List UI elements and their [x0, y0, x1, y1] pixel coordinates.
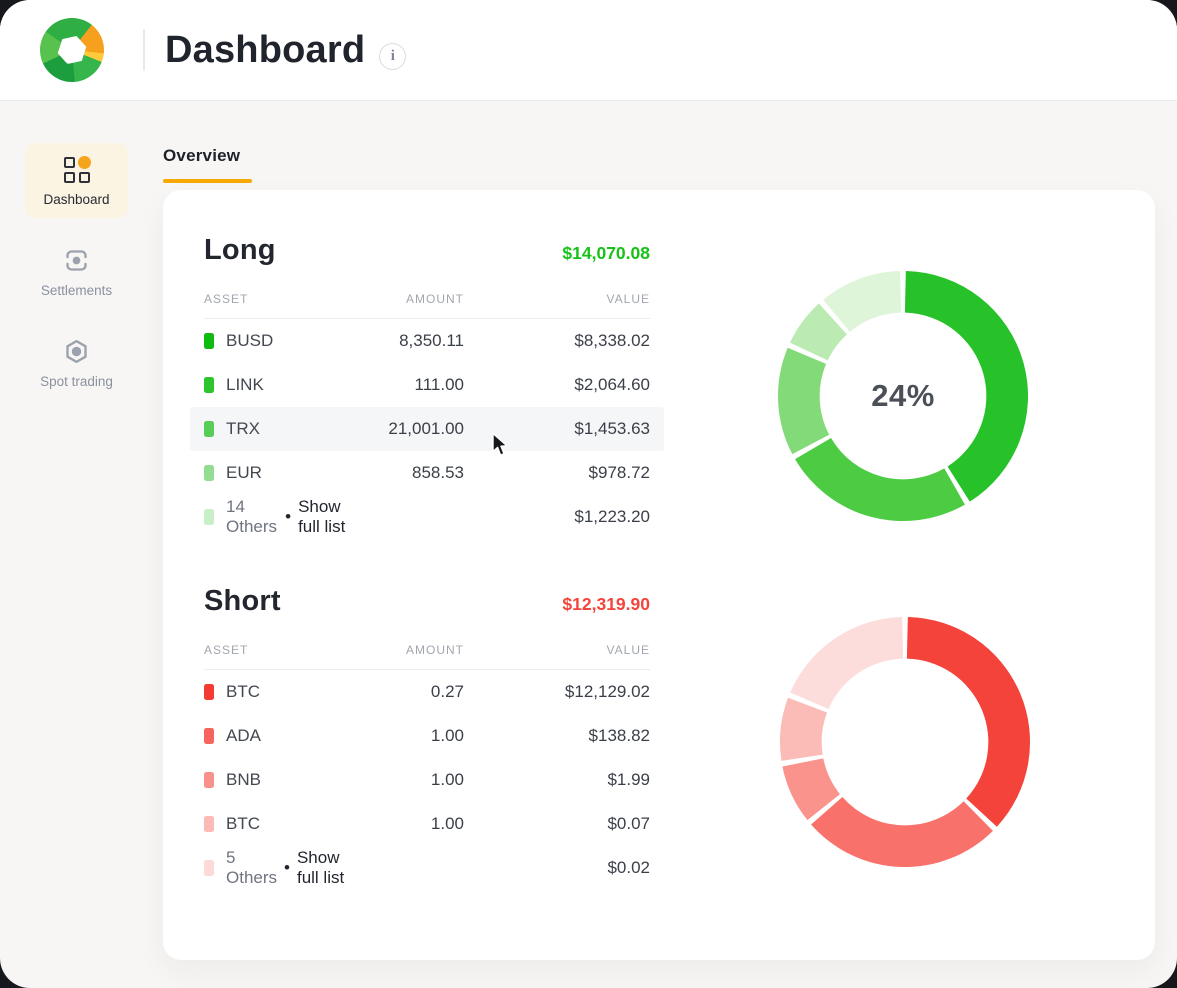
asset-value: $978.72: [588, 463, 650, 482]
asset-amount: 1.00: [430, 770, 464, 789]
short-total: $12,319.90: [562, 594, 650, 614]
asset-value: $138.82: [588, 726, 650, 745]
asset-value: $8,338.02: [574, 331, 650, 350]
asset-amount: 858.53: [412, 463, 464, 482]
bullet-separator: •: [285, 507, 292, 526]
asset-color-swatch: [204, 509, 214, 525]
table-row[interactable]: BNB 1.00 $1.99: [204, 758, 650, 802]
asset-amount: 111.00: [414, 375, 464, 394]
asset-name: BUSD: [226, 331, 274, 350]
table-row-others[interactable]: 5 Others • Show full list $0.02: [204, 846, 650, 890]
asset-color-swatch: [204, 728, 214, 744]
column-value: VALUE: [606, 643, 650, 657]
table-row[interactable]: BTC 0.27 $12,129.02: [204, 670, 650, 714]
page-title: Dashboard: [165, 28, 366, 71]
column-value: VALUE: [606, 292, 650, 306]
sidebar-item-settlements[interactable]: Settlements: [25, 234, 128, 309]
header-divider: [143, 29, 145, 71]
asset-name: TRX: [226, 419, 260, 438]
short-column-headers: ASSET AMOUNT VALUE: [204, 643, 650, 670]
asset-value: $1,453.63: [574, 419, 650, 438]
asset-name: LINK: [226, 375, 264, 394]
asset-value: $0.07: [607, 814, 650, 833]
asset-color-swatch: [204, 772, 214, 788]
overview-card: Long $14,070.08 ASSET AMOUNT VALUE BUSD …: [163, 190, 1155, 960]
asset-name: EUR: [226, 463, 262, 482]
asset-color-swatch: [204, 421, 214, 437]
asset-amount: 1.00: [430, 726, 464, 745]
short-title: Short: [204, 585, 281, 617]
table-row[interactable]: ADA 1.00 $138.82: [204, 714, 650, 758]
column-amount: AMOUNT: [406, 643, 464, 657]
column-asset: ASSET: [204, 643, 249, 657]
asset-value: $2,064.60: [574, 375, 650, 394]
asset-name: BTC: [226, 682, 260, 701]
sidebar-item-label: Dashboard: [43, 192, 110, 207]
asset-value: $0.02: [607, 858, 650, 877]
table-row-hovered[interactable]: TRX 21,001.00 $1,453.63: [190, 407, 664, 451]
asset-amount: 0.27: [430, 682, 464, 701]
asset-color-swatch: [204, 684, 214, 700]
tab-overview-label: Overview: [163, 146, 241, 165]
asset-color-swatch: [204, 816, 214, 832]
long-section-header: Long $14,070.08: [204, 232, 650, 268]
asset-color-swatch: [204, 860, 214, 876]
long-column-headers: ASSET AMOUNT VALUE: [204, 292, 650, 319]
spot-trading-hexagon-icon: [63, 338, 90, 365]
asset-name: BNB: [226, 770, 261, 789]
short-allocation-percent: [778, 615, 1032, 869]
app-logo-icon[interactable]: [40, 18, 104, 82]
asset-color-swatch: [204, 377, 214, 393]
settlements-focus-icon: [63, 247, 90, 274]
asset-color-swatch: [204, 465, 214, 481]
tab-active-underline: [163, 179, 252, 183]
tab-overview[interactable]: Overview: [163, 146, 252, 183]
dashboard-grid-icon: [63, 155, 91, 183]
sidebar-item-spot-trading[interactable]: Spot trading: [25, 325, 128, 400]
asset-amount: 21,001.00: [388, 419, 464, 438]
column-asset: ASSET: [204, 292, 249, 306]
asset-name: BTC: [226, 814, 260, 833]
long-total: $14,070.08: [562, 243, 650, 263]
short-section-header: Short $12,319.90: [204, 583, 650, 619]
info-icon[interactable]: i: [379, 42, 407, 70]
long-allocation-donut-chart: 24%: [776, 269, 1030, 523]
asset-color-swatch: [204, 333, 214, 349]
sidebar-item-dashboard[interactable]: Dashboard: [25, 143, 128, 218]
asset-name: ADA: [226, 726, 261, 745]
long-title: Long: [204, 234, 276, 266]
table-row[interactable]: EUR 858.53 $978.72: [204, 451, 650, 495]
app-header: Dashboard i: [0, 0, 1177, 100]
show-full-list-link[interactable]: Show full list: [296, 848, 345, 887]
bullet-separator: •: [284, 858, 290, 877]
asset-amount: 8,350.11: [399, 331, 464, 350]
short-allocation-donut-chart: [778, 615, 1032, 869]
column-amount: AMOUNT: [406, 292, 464, 306]
asset-value: $12,129.02: [564, 682, 650, 701]
asset-value: $1.99: [607, 770, 650, 789]
positions-tables: Long $14,070.08 ASSET AMOUNT VALUE BUSD …: [190, 232, 664, 890]
table-row[interactable]: BTC 1.00 $0.07: [204, 802, 650, 846]
table-row-others[interactable]: 14 Others • Show full list $1,223.20: [204, 495, 650, 539]
sidebar-item-label: Spot trading: [40, 374, 113, 389]
others-count-label: 14 Others: [226, 497, 278, 536]
long-allocation-percent: 24%: [871, 378, 935, 413]
table-row[interactable]: LINK 111.00 $2,064.60: [204, 363, 650, 407]
show-full-list-link[interactable]: Show full list: [298, 497, 346, 536]
sidebar-item-label: Settlements: [40, 283, 113, 298]
asset-value: $1,223.20: [574, 507, 650, 526]
sidebar: Dashboard Settlements Spot trading: [25, 143, 128, 416]
others-count-label: 5 Others: [226, 848, 278, 887]
table-row[interactable]: BUSD 8,350.11 $8,338.02: [204, 319, 650, 363]
asset-amount: 1.00: [430, 814, 464, 833]
